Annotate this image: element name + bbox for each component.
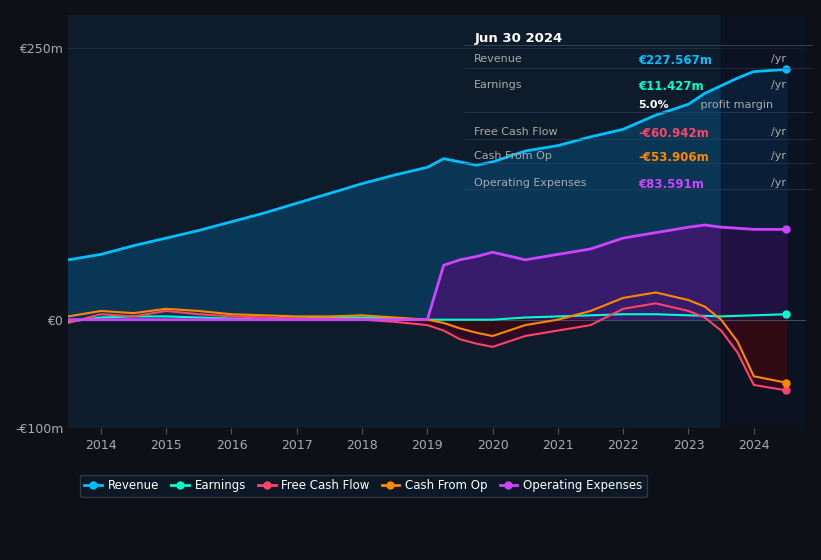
Bar [721, 15, 806, 428]
Text: /yr: /yr [771, 178, 786, 188]
Legend: Revenue, Earnings, Free Cash Flow, Cash From Op, Operating Expenses: Revenue, Earnings, Free Cash Flow, Cash … [80, 474, 647, 497]
Text: /yr: /yr [771, 151, 786, 161]
Text: €227.567m: €227.567m [639, 54, 712, 67]
Text: -€60.942m: -€60.942m [639, 127, 709, 140]
Text: -€53.906m: -€53.906m [639, 151, 709, 164]
Text: Revenue: Revenue [475, 54, 523, 64]
Text: €83.591m: €83.591m [639, 178, 704, 191]
Text: profit margin: profit margin [697, 100, 773, 110]
Text: /yr: /yr [771, 127, 786, 137]
Text: 5.0%: 5.0% [639, 100, 669, 110]
Text: Operating Expenses: Operating Expenses [475, 178, 587, 188]
Text: €11.427m: €11.427m [639, 81, 704, 94]
Text: /yr: /yr [771, 81, 786, 90]
Text: Jun 30 2024: Jun 30 2024 [475, 32, 562, 45]
Text: Cash From Op: Cash From Op [475, 151, 553, 161]
Text: /yr: /yr [771, 54, 786, 64]
Text: Free Cash Flow: Free Cash Flow [475, 127, 558, 137]
Text: Earnings: Earnings [475, 81, 523, 90]
